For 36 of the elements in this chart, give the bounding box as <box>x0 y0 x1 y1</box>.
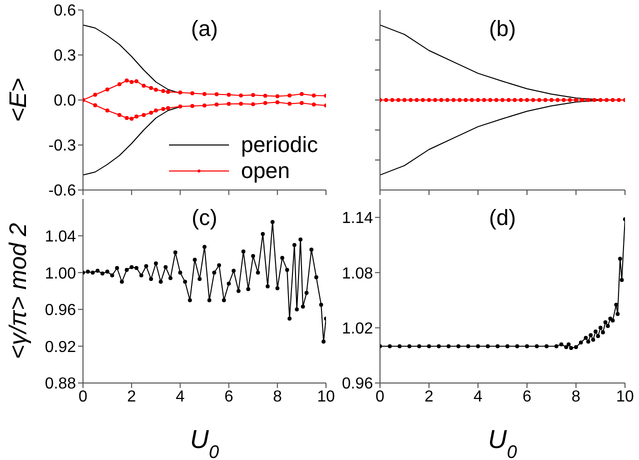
x-tick-label: 4 <box>176 388 185 406</box>
y-tick-label: 0.3 <box>54 48 76 65</box>
chart-title: (d) <box>488 205 517 231</box>
x-tick-label: 6 <box>224 388 234 406</box>
x-tick-label: 8 <box>272 388 282 406</box>
chart-title: (b) <box>488 16 517 42</box>
x-tick-label: 6 <box>522 388 532 406</box>
y-axis-title: <E> <box>5 78 32 122</box>
y-tick-label: 1.02 <box>342 320 374 338</box>
x-axis-title: U$_{0}$ <box>488 424 517 460</box>
x-tick-label: 4 <box>474 388 483 406</box>
y-tick-label: 0.96 <box>44 302 76 320</box>
y-tick-label: 0.0 <box>54 92 76 110</box>
y-tick-label: 0.6 <box>54 2 76 20</box>
x-tick-label: 2 <box>424 388 434 406</box>
y-tick-label: 1.08 <box>342 265 374 282</box>
y-tick-label: 0.88 <box>44 376 76 393</box>
x-axis-title: U$_{0}$ <box>190 424 219 460</box>
x-tick-label: 10 <box>317 388 335 406</box>
y-tick-label: -0.6 <box>48 182 76 200</box>
x-tick-label: 10 <box>616 388 634 406</box>
y-axis-title: <γ/π> mod 2 <box>5 222 32 360</box>
x-tick-label: 8 <box>572 388 581 406</box>
x-tick-label: 2 <box>127 388 136 406</box>
chart-title: (c) <box>190 205 218 231</box>
y-tick-label: 0.96 <box>342 376 374 393</box>
chart-title: (a) <box>190 16 219 42</box>
y-tick-label: 1.00 <box>44 265 76 282</box>
x-tick-label: 0 <box>78 388 88 406</box>
y-tick-label: 1.04 <box>44 228 76 246</box>
x-tick-label: 0 <box>376 388 385 406</box>
y-tick-label: 0.92 <box>44 338 76 356</box>
y-tick-label: -0.3 <box>48 138 76 155</box>
y-tick-label: 1.14 <box>342 210 374 228</box>
legend-label: open <box>240 158 290 184</box>
legend-label: periodic <box>240 132 318 158</box>
